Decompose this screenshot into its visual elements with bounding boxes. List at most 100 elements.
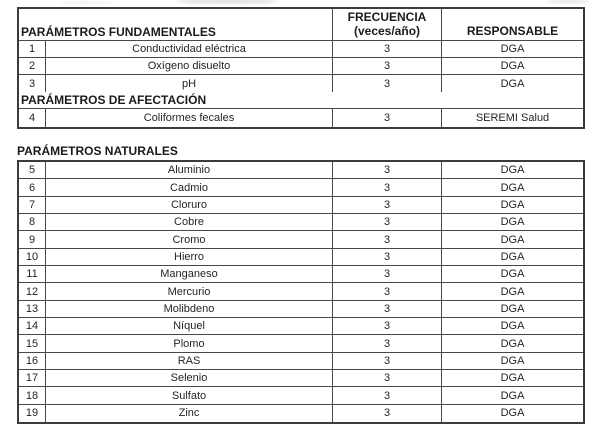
header-parameters-title: PARÁMETROS FUNDAMENTALES <box>19 9 333 40</box>
frequency-value: 3 <box>333 162 442 179</box>
row-number: 17 <box>19 370 46 387</box>
responsible-value: DGA <box>500 268 525 281</box>
frequency-value: 3 <box>333 335 442 352</box>
responsible-value: DGA <box>500 354 525 367</box>
table-row: 15 Plomo 3 DGA <box>19 335 583 353</box>
parameter-name: Conductividad eléctrica <box>46 41 333 57</box>
table-row: 18 Sulfato 3 DGA <box>19 387 583 405</box>
responsible-value: DGA <box>500 233 525 246</box>
frequency-value: 3 <box>333 41 442 57</box>
parameter-name: Selenio <box>46 370 333 387</box>
frequency-value: 3 <box>333 352 442 370</box>
responsible-value: SEREMI Salud <box>475 112 550 124</box>
responsible-value: DGA <box>500 216 525 229</box>
responsible-value: DGA <box>500 60 525 72</box>
table-row: 2 Oxígeno disuelto 3 DGA <box>19 58 583 75</box>
table-row: 6 Cadmio 3 DGA <box>19 179 583 197</box>
parameter-name: pH <box>46 75 333 92</box>
rows-fundamentales: 1 Conductividad eléctrica 3 DGA 2 Oxígeno dis… <box>19 41 583 92</box>
frequency-value: 3 <box>333 214 442 231</box>
row-number: 10 <box>19 248 46 266</box>
section-title-afectacion: PARÁMETROS DE AFECTACIÓN <box>21 93 207 107</box>
parameter-name: RAS <box>46 352 333 370</box>
frequency-value: 3 <box>333 231 442 248</box>
parameter-name: Cadmio <box>46 179 333 196</box>
header-frequency-line1: FRECUENCIA <box>347 9 427 24</box>
table-row: 5 Aluminio 3 DGA <box>19 162 583 180</box>
table-row: 13 Molibdeno 3 DGA <box>19 300 583 319</box>
frequency-value: 3 <box>333 266 442 283</box>
table-row: 8 Cobre 3 DGA <box>19 214 583 232</box>
responsible-value: DGA <box>500 407 525 420</box>
parameter-name: Molibdeno <box>46 300 333 318</box>
table-row: 9 Cromo 3 DGA <box>19 231 583 249</box>
scan-artifact <box>175 0 280 4</box>
responsible-value: DGA <box>500 198 525 211</box>
responsible-value: DGA <box>500 389 525 402</box>
scan-artifact <box>545 0 590 4</box>
table-row: 10 Hierro 3 DGA <box>19 248 583 267</box>
frequency-value: 3 <box>333 248 442 266</box>
rows-afectacion: 4 Coliformes fecales 3 SEREMI Salud <box>19 109 583 127</box>
parameter-name: Aluminio <box>46 162 333 179</box>
responsible-value: DGA <box>500 337 525 350</box>
parameter-name: Cromo <box>46 231 333 248</box>
table-row: 4 Coliformes fecales 3 SEREMI Salud <box>19 109 583 127</box>
frequency-value: 3 <box>333 75 442 92</box>
parameter-name: Sulfato <box>46 387 333 404</box>
row-number: 15 <box>19 335 46 352</box>
naturales-table: 5 Aluminio 3 DGA 6 Cadmio 3 DGA 7 Cloruro 3 DGA 8 Cob… <box>17 160 585 425</box>
row-number: 4 <box>19 109 46 127</box>
row-number: 12 <box>19 283 46 300</box>
parameter-name: Níquel <box>46 318 333 335</box>
section-row-afectacion: PARÁMETROS DE AFECTACIÓN <box>19 92 583 109</box>
responsible-value: DGA <box>500 302 525 315</box>
row-number: 14 <box>19 318 46 335</box>
table-row: 3 pH 3 DGA <box>19 75 583 92</box>
row-number: 7 <box>19 196 46 214</box>
table-row: 14 Níquel 3 DGA <box>19 318 583 336</box>
rows-naturales: 5 Aluminio 3 DGA 6 Cadmio 3 DGA 7 Cloruro 3 DGA 8 Cob… <box>19 162 583 423</box>
responsible-value: DGA <box>500 43 525 55</box>
table-row: 7 Cloruro 3 DGA <box>19 196 583 215</box>
responsible-value: DGA <box>500 77 525 90</box>
table-row: 19 Zinc 3 DGA <box>19 404 583 423</box>
row-number: 13 <box>19 300 46 318</box>
frequency-value: 3 <box>333 387 442 404</box>
row-number: 1 <box>19 41 46 57</box>
parameter-name: Zinc <box>46 404 333 423</box>
header-frequency-line2: (veces/año) <box>353 23 421 38</box>
frequency-value: 3 <box>333 283 442 300</box>
parameter-name: Cloruro <box>46 196 333 214</box>
responsible-value: DGA <box>500 250 525 263</box>
responsible-value: DGA <box>500 320 525 333</box>
table-row: 1 Conductividad eléctrica 3 DGA <box>19 41 583 58</box>
section-title-naturales: PARÁMETROS NATURALES <box>17 144 178 158</box>
table-row: 11 Manganeso 3 DGA <box>19 266 583 284</box>
table-row: 16 RAS 3 DGA <box>19 352 583 371</box>
frequency-value: 3 <box>333 300 442 318</box>
frequency-value: 3 <box>333 404 442 423</box>
parameter-name: Coliformes fecales <box>46 109 333 127</box>
row-number: 11 <box>19 266 46 283</box>
responsible-value: DGA <box>500 181 525 194</box>
parameters-table: PARÁMETROS FUNDAMENTALES FRECUENCIA (vec… <box>17 7 585 129</box>
parameter-name: Cobre <box>46 214 333 231</box>
responsible-value: DGA <box>500 372 525 385</box>
frequency-value: 3 <box>333 370 442 387</box>
row-number: 8 <box>19 214 46 231</box>
frequency-value: 3 <box>333 109 442 127</box>
frequency-value: 3 <box>333 196 442 214</box>
table-header-row: PARÁMETROS FUNDAMENTALES FRECUENCIA (vec… <box>19 9 583 41</box>
parameter-name: Mercurio <box>46 283 333 300</box>
row-number: 6 <box>19 179 46 196</box>
row-number: 16 <box>19 352 46 370</box>
row-number: 3 <box>19 75 46 92</box>
parameter-name: Manganeso <box>46 266 333 283</box>
header-frequency-title: FRECUENCIA (veces/año) <box>333 9 442 40</box>
responsible-value: DGA <box>500 285 525 298</box>
frequency-value: 3 <box>333 318 442 335</box>
header-responsible-title: RESPONSABLE <box>466 24 559 38</box>
frequency-value: 3 <box>333 58 442 74</box>
